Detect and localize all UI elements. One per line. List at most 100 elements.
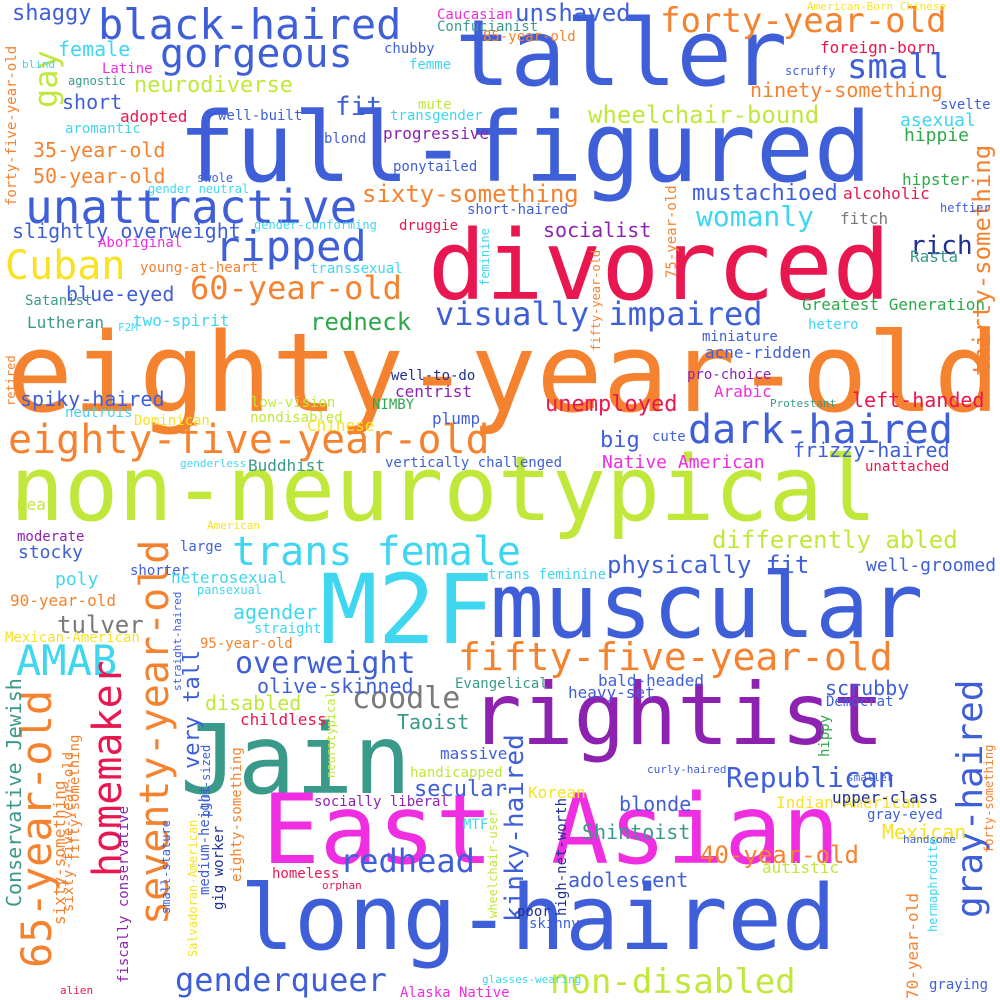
word-curly-haired: curly-haired [647, 763, 727, 776]
word-aromantic: aromantic [65, 121, 141, 137]
word-adopted: adopted [120, 107, 188, 126]
word-well-to-do: well-to-do [391, 368, 476, 384]
word-cuban: Cuban [5, 243, 126, 289]
word-progressive: progressive [383, 124, 489, 143]
word-glasses-wearing: glasses-wearing [482, 973, 582, 986]
word-agnostic: agnostic [68, 74, 126, 88]
word-nimby: NIMBY [372, 397, 415, 413]
word-mustachioed: mustachioed [692, 181, 838, 206]
word-feminine: feminine [478, 228, 492, 286]
word-gender-conforming: gender-conforming [254, 218, 377, 232]
word-lutheran: Lutheran [27, 313, 105, 332]
word-unshaved: unshaved [515, 0, 631, 27]
word-heftier: heftier [940, 201, 991, 215]
word-greatest-generation: Greatest Generation [802, 295, 986, 314]
word-unemployed: unemployed [545, 392, 678, 417]
word-forty-year-old: forty-year-old [660, 1, 947, 41]
word-90-year-old: 90-year-old [10, 591, 116, 610]
word-transsexual: transsexual [310, 261, 403, 277]
word-sixty-something: sixty-something [362, 180, 579, 208]
word-fitch: fitch [840, 209, 889, 228]
word-chinese: Chinese [307, 416, 375, 435]
word-acne-ridden: acne-ridden [705, 343, 811, 362]
word-jain: Jain [180, 704, 412, 816]
word-neurotypical: neurotypical [324, 691, 338, 778]
word-vertically-challenged: vertically challenged [385, 455, 563, 471]
word-70-year-old: 70-year-old [903, 893, 922, 999]
word-ripped: ripped [215, 222, 367, 271]
word-gorgeous: gorgeous [160, 31, 353, 77]
word-satanist: Satanist [25, 293, 93, 309]
word-50-year-old: 50-year-old [33, 164, 166, 188]
word-socialist: socialist [543, 218, 652, 242]
word-massive: massive [440, 744, 508, 763]
word-visually-impaired: visually impaired [435, 295, 763, 333]
word-straight-haired: straight-haired [171, 591, 184, 691]
word-small-stature: small-stature [159, 820, 173, 914]
word-hippie: hippie [904, 125, 970, 146]
word-miniature: miniature [702, 329, 778, 345]
word-fiscally-conservative: fiscally conservative [116, 805, 132, 983]
word-cute: cute [652, 429, 686, 445]
word-rasta: Rasta [910, 247, 959, 266]
word-rightist: rightist [470, 665, 885, 765]
word-secular: secular [414, 777, 507, 802]
word-native-american: Native American [602, 452, 765, 473]
word-mute: mute [418, 97, 452, 113]
word-evangelical: Evangelical [455, 676, 548, 692]
word-overweight: overweight [235, 646, 416, 681]
word-amab: AMAB [16, 636, 118, 685]
word-differently-abled: differently abled [712, 526, 958, 554]
word-high-net-worth: high-net-worth [554, 797, 570, 916]
word-big: big [600, 428, 640, 453]
word-gig-worker: gig worker [211, 825, 227, 910]
word-long-haired: long-haired [240, 866, 837, 971]
word-ponytailed: ponytailed [393, 159, 478, 175]
word-full-figured: full-figured [178, 92, 872, 204]
word-heavy-set: heavy-set [568, 683, 655, 702]
word-caucasian: Caucasian [437, 7, 513, 23]
word-plump: plump [432, 409, 481, 428]
word-dark-haired: dark-haired [688, 407, 953, 453]
word-fifty-year-old: fifty-year-old [589, 249, 603, 351]
word-small: small [847, 47, 950, 87]
word-centrist: centrist [395, 382, 473, 401]
word-shorter: shorter [130, 563, 190, 579]
word-physically-fit: physically fit [607, 551, 810, 579]
word-graying: graying [929, 977, 989, 993]
word-femme: femme [409, 57, 452, 73]
word-republican: Republican [726, 761, 895, 794]
word-orphan: orphan [322, 879, 362, 892]
word-young-at-heart: young-at-heart [140, 260, 259, 276]
word-spiky-haired: spiky-haired [20, 387, 165, 411]
word-60-year-old: 60-year-old [190, 269, 402, 307]
word-indian-american: Indian-American [776, 793, 921, 812]
word-low-vision: low-vision [251, 395, 336, 411]
word-socially-liberal: socially liberal [314, 794, 449, 810]
word-aboriginal: Aboriginal [98, 235, 183, 251]
word-druggie: druggie [399, 218, 459, 234]
word-mexican-american: Mexican-American [5, 630, 140, 646]
word-autistic: autistic [762, 858, 840, 877]
word-wheelchair-user: wheelchair-user [486, 809, 500, 918]
word-homeless: homeless [272, 866, 340, 882]
word-taoist: Taoist [397, 710, 470, 734]
word-forty-something: forty-something [982, 744, 996, 853]
word-childless: childless [240, 710, 327, 729]
word-handsome: handsome [903, 833, 956, 846]
word-trans-feminine: trans feminine [488, 567, 607, 583]
word-black-haired: black-haired [98, 0, 402, 49]
word-forty-five-year-old: forty-five-year-old [4, 45, 20, 206]
word-blond: blond [324, 131, 367, 147]
word-eighty-something: eighty-something [229, 747, 245, 882]
word-fit: fit [335, 92, 382, 122]
word-genderless: genderless [180, 457, 247, 470]
word-arabic: Arabic [714, 382, 772, 401]
word-two-spirit: two-spirit [133, 311, 230, 330]
word-american-born-chinese: American-Born Chinese [807, 0, 947, 13]
word-redhead: redhead [340, 842, 475, 880]
word-moderate: moderate [17, 529, 85, 545]
word-american: American [207, 519, 260, 532]
word-unattractive: unattractive [25, 180, 358, 234]
word-conservative-jewish: Conservative Jewish [2, 678, 26, 907]
